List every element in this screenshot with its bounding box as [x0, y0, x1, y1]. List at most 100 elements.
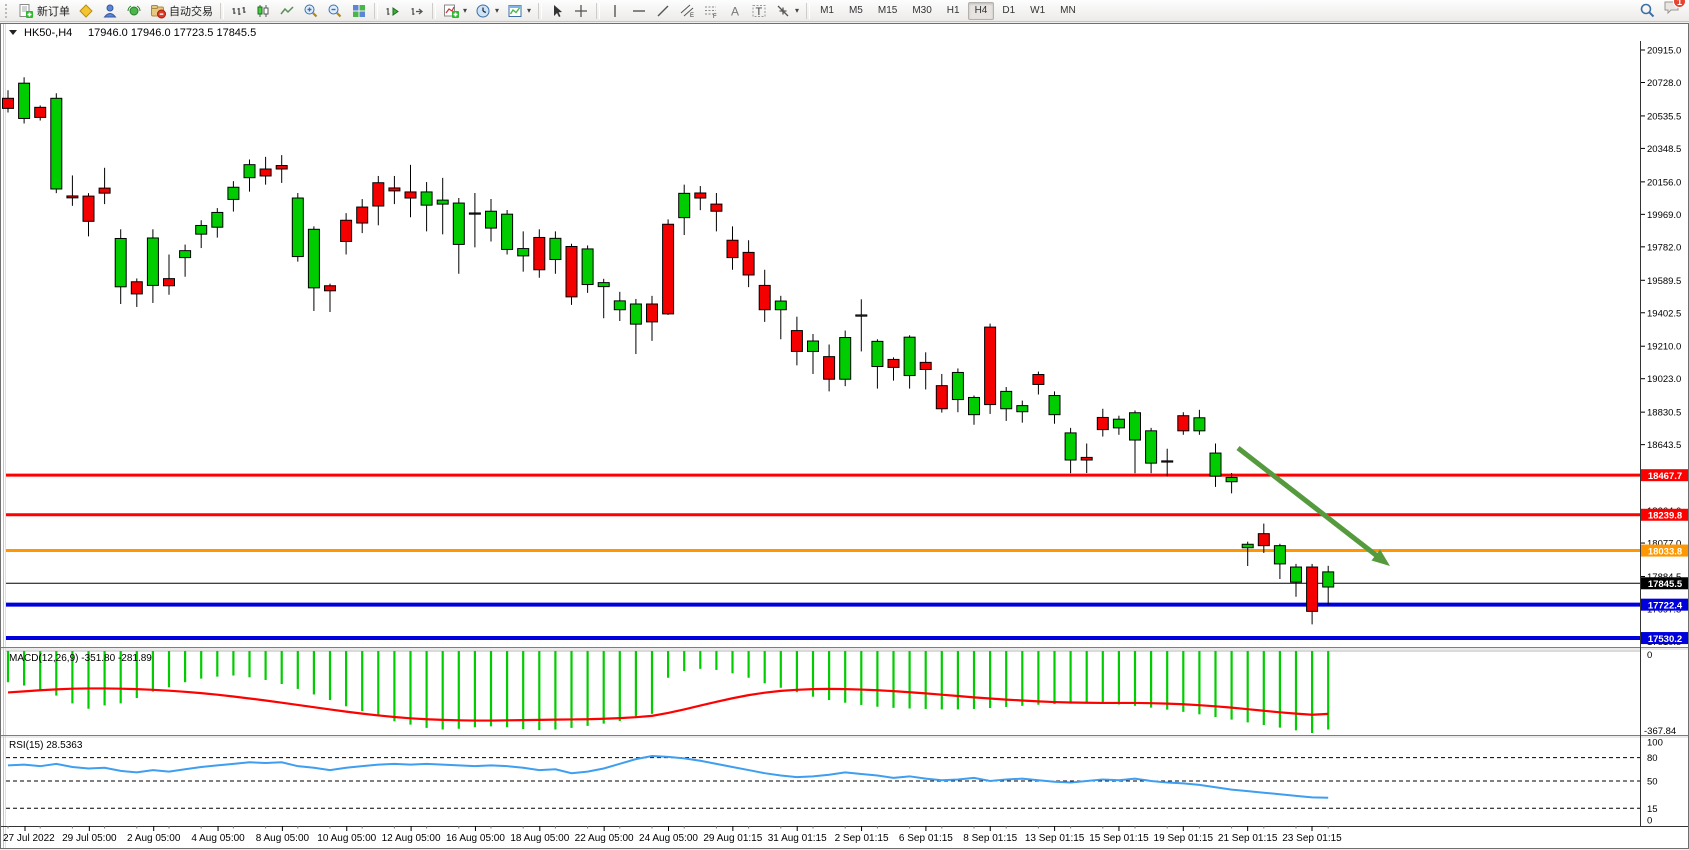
candle-chart-mode-button[interactable]	[251, 2, 275, 20]
candle-body	[501, 213, 514, 250]
tile-windows-button[interactable]	[347, 2, 371, 20]
tf-button-w1[interactable]: W1	[1030, 4, 1046, 16]
data-window-icon	[102, 3, 118, 19]
candle-body	[1032, 374, 1045, 385]
price-tick-label: 19969.0	[1647, 210, 1681, 221]
time-tick-label: 27 Jul 2022	[3, 833, 55, 844]
hline-tool-button[interactable]	[627, 2, 651, 20]
macd-panel: MACD(12,26,9) -351.80 -281.89 0 -367.84	[6, 650, 1676, 737]
autotrading-button[interactable]: 自动交易	[146, 2, 217, 20]
tf-button-m30[interactable]: M30	[912, 4, 932, 16]
crosshair-icon	[573, 3, 589, 19]
horizontal-lines[interactable]	[6, 473, 1640, 641]
candle-body	[807, 340, 819, 352]
auto-scroll-icon	[409, 3, 425, 19]
tf-button-mn[interactable]: MN	[1060, 4, 1076, 16]
vertical-line-icon	[607, 3, 623, 19]
price-tick-label: 19023.0	[1647, 374, 1681, 385]
tf-button-h1[interactable]: H1	[946, 4, 960, 16]
cursor-tool-button[interactable]	[545, 2, 569, 20]
line-chart-icon	[279, 3, 295, 19]
bar-chart-mode-button[interactable]	[227, 2, 251, 20]
rsi-panel: 100 80 50 150 RSI(15) 28.5363	[6, 738, 1663, 827]
rsi-level-label: 15	[1647, 804, 1658, 815]
candle-body	[404, 191, 417, 199]
candle-body	[259, 168, 272, 177]
time-tick-label: 12 Aug 05:00	[382, 833, 441, 844]
data-window-button[interactable]	[98, 2, 122, 20]
search-icon[interactable]	[1639, 3, 1655, 19]
symbol-collapse-icon[interactable]	[9, 30, 17, 35]
zoom-out-button[interactable]	[323, 2, 347, 20]
tf-button-m15[interactable]: M15	[877, 4, 898, 16]
candle-body	[790, 330, 803, 352]
trendline-tool-button[interactable]	[651, 2, 675, 20]
time-tick-label: 29 Jul 05:00	[62, 833, 117, 844]
templates-button[interactable]: ▾	[503, 2, 535, 20]
navigator-button[interactable]	[122, 2, 146, 20]
candle-body	[742, 251, 755, 276]
arrows-tool-button[interactable]: ▾	[771, 2, 803, 20]
time-tick-label: 2 Sep 01:15	[835, 833, 889, 844]
chart-shift-button[interactable]	[381, 2, 405, 20]
community-chat-button[interactable]: 1	[1663, 0, 1686, 21]
new-order-label: 新订单	[37, 5, 70, 18]
rsi-level-label: 0	[1647, 816, 1652, 827]
tf-button-m1[interactable]: M1	[820, 4, 834, 16]
arrow-objects-icon	[775, 3, 791, 19]
timeframe-group: M1 M5 M15 M30 H1 H4 D1 W1 MN	[813, 1, 1083, 20]
candle-body	[485, 210, 497, 229]
tf-button-d1[interactable]: D1	[1002, 4, 1016, 16]
chart-shift-icon	[385, 3, 401, 19]
candle-body	[1096, 416, 1109, 431]
text-label-tool-button[interactable]: T	[747, 2, 771, 20]
candle-body	[356, 206, 369, 224]
price-badge-label: 17722.4	[1648, 600, 1683, 611]
candle-body	[951, 371, 964, 401]
time-axis[interactable]: 27 Jul 2022 29 Jul 05:00 2 Aug 05:00 4 Aug …	[3, 826, 1342, 844]
chart-symbol-period: HK50-,H4	[24, 27, 72, 39]
candle-body	[372, 182, 385, 207]
price-badges: 18467.7 18239.8 18033.8 17845.5 17722.4 17530…	[1641, 469, 1688, 645]
text-tool-button[interactable]: A	[723, 2, 747, 20]
fibonacci-tool-button[interactable]: F	[699, 2, 723, 20]
cursor-icon	[549, 3, 565, 19]
candle-body	[1080, 456, 1093, 461]
price-badge	[1641, 577, 1688, 590]
down-arrow-annotation[interactable]	[1236, 446, 1390, 566]
chart-header: HK50-,H4 17946.0 17946.0 17723.5 17845.5	[9, 27, 256, 39]
periods-button[interactable]: ▾	[471, 2, 503, 20]
time-tick-label: 16 Aug 05:00	[446, 833, 505, 844]
candle-body	[903, 336, 916, 377]
periods-clock-icon	[475, 3, 491, 19]
horizontal-line-icon	[631, 3, 647, 19]
main-toolbar: 新订单 自动交易	[0, 0, 1689, 22]
tf-button-m5[interactable]: M5	[848, 4, 863, 16]
candle-body	[452, 202, 465, 245]
zoom-out-icon	[327, 3, 343, 19]
navigator-icon	[126, 3, 142, 19]
text-icon: A	[727, 3, 743, 19]
line-chart-mode-button[interactable]	[275, 2, 299, 20]
vline-tool-button[interactable]	[603, 2, 627, 20]
indicators-icon	[443, 3, 459, 19]
macd-max-label: 0	[1647, 650, 1652, 661]
new-order-button[interactable]: 新订单	[14, 2, 74, 20]
zoom-in-button[interactable]	[299, 2, 323, 20]
crosshair-tool-button[interactable]	[569, 2, 593, 20]
channel-tool-button[interactable]: E	[675, 2, 699, 20]
tf-button-h4[interactable]: H4	[967, 1, 995, 20]
price-badge	[1641, 508, 1688, 521]
market-watch-button[interactable]	[74, 2, 98, 20]
price-tick-label: 19402.5	[1647, 308, 1681, 319]
toolbar-separator	[432, 2, 436, 19]
candle-body	[468, 212, 481, 215]
candle-body	[1322, 571, 1335, 588]
candle-body	[1273, 545, 1286, 565]
indicators-button[interactable]: ▾	[439, 2, 471, 20]
rsi-line	[7, 755, 1329, 799]
candle-body	[839, 337, 852, 380]
candle-body	[1064, 432, 1077, 461]
auto-scroll-button[interactable]	[405, 2, 429, 20]
